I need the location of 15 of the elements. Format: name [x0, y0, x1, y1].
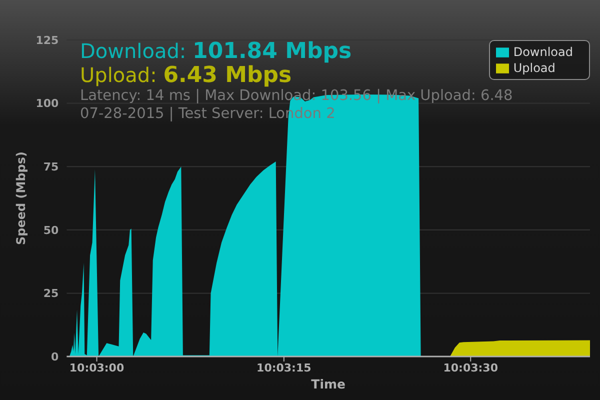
y-tick-label: 125 [36, 34, 59, 47]
legend-label: Download [513, 45, 573, 59]
x-tick-label: 10:03:00 [69, 361, 124, 374]
y-tick-label: 50 [43, 224, 60, 237]
y-tick-label: 25 [43, 287, 59, 300]
annotation: Upload: 6.43 Mbps [80, 63, 292, 88]
y-axis-title: Speed (Mbps) [14, 151, 28, 246]
y-tick-label: 75 [43, 160, 59, 174]
x-axis-title: Time [311, 376, 346, 391]
y-tick-label: 100 [36, 97, 60, 110]
y-tick-label: 0 [51, 350, 60, 364]
x-tick-label: 10:03:15 [256, 361, 312, 374]
x-tick-label: 10:03:30 [443, 361, 498, 374]
legend-label: Upload [513, 61, 556, 75]
annotation: Download: 101.84 Mbps [80, 39, 352, 64]
